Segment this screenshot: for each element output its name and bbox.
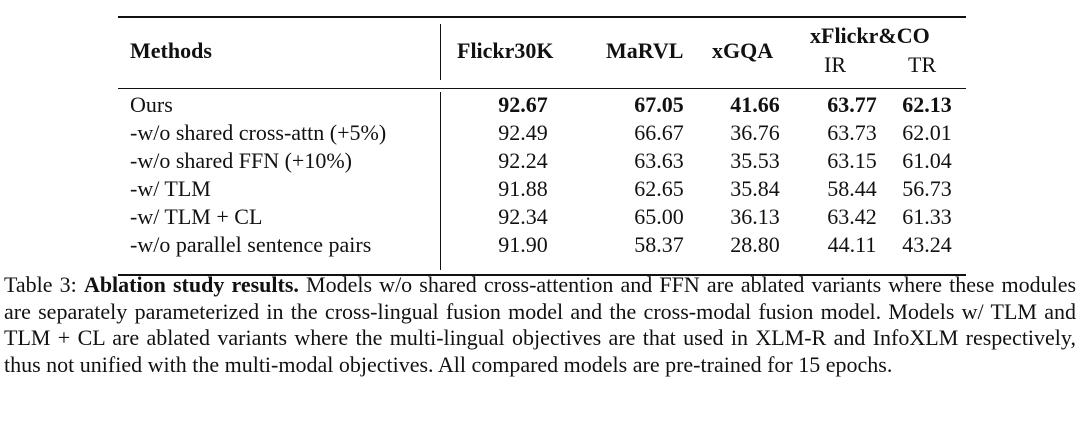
xgqa-cell: 28.80 — [730, 232, 780, 257]
xgqa-cell: 36.13 — [730, 204, 780, 229]
method-cell: -w/o parallel sentence pairs — [130, 232, 372, 257]
flickr30k-cell: 92.49 — [498, 120, 548, 145]
header-ir: IR — [824, 52, 846, 77]
marvl-cell: 63.63 — [634, 148, 684, 173]
header-vertical-divider — [440, 24, 441, 80]
ir-cell: 44.11 — [827, 232, 877, 257]
method-cell: -w/ TLM + CL — [130, 204, 263, 229]
method-cell: Ours — [130, 92, 173, 117]
caption-bold-title: Ablation study results. — [83, 272, 299, 297]
flickr30k-cell: 91.90 — [498, 232, 548, 257]
header-marvl: MaRVL — [606, 38, 684, 63]
header-xflickrco: xFlickr&CO — [810, 23, 930, 48]
table-caption: Table 3: Ablation study results. Models … — [4, 272, 1076, 378]
xgqa-cell: 35.84 — [730, 176, 780, 201]
marvl-cell: 67.05 — [634, 92, 684, 117]
marvl-cell: 65.00 — [634, 204, 684, 229]
table-row: -w/o parallel sentence pairs 91.90 58.37… — [118, 232, 966, 258]
xgqa-cell: 36.76 — [730, 120, 780, 145]
xgqa-cell: 41.66 — [730, 92, 780, 117]
method-cell: -w/o shared FFN (+10%) — [130, 148, 352, 173]
tr-cell: 56.73 — [902, 176, 952, 201]
marvl-cell: 58.37 — [634, 232, 684, 257]
ir-cell: 63.77 — [827, 92, 877, 117]
table-row: -w/o shared cross-attn (+5%) 92.49 66.67… — [118, 120, 966, 146]
table-row: -w/o shared FFN (+10%) 92.24 63.63 35.53… — [118, 148, 966, 174]
flickr30k-cell: 92.34 — [498, 204, 548, 229]
table-header-rule — [118, 88, 966, 89]
header-flickr30k: Flickr30K — [457, 38, 554, 63]
tr-cell: 62.01 — [902, 120, 952, 145]
method-cell: -w/o shared cross-attn (+5%) — [130, 120, 387, 145]
ir-cell: 58.44 — [827, 176, 877, 201]
tr-cell: 61.04 — [902, 148, 952, 173]
body-vertical-divider — [440, 92, 441, 270]
ir-cell: 63.15 — [827, 148, 877, 173]
tr-cell: 43.24 — [902, 232, 952, 257]
table-row: -w/ TLM + CL 92.34 65.00 36.13 63.42 61.… — [118, 204, 966, 230]
marvl-cell: 66.67 — [634, 120, 684, 145]
flickr30k-cell: 91.88 — [498, 176, 548, 201]
caption-text: Models w/o shared cross-attention and FF… — [4, 272, 1077, 377]
header-xgqa: xGQA — [712, 38, 774, 63]
tr-cell: 61.33 — [902, 204, 952, 229]
table-top-rule — [118, 16, 966, 18]
header-tr: TR — [908, 52, 937, 77]
ir-cell: 63.73 — [827, 120, 877, 145]
table-row: -w/ TLM 91.88 62.65 35.84 58.44 56.73 — [118, 176, 966, 202]
tr-cell: 62.13 — [902, 92, 952, 117]
flickr30k-cell: 92.67 — [498, 92, 548, 117]
table-row: Ours 92.67 67.05 41.66 63.77 62.13 — [118, 92, 966, 118]
caption-label: Table 3: — [4, 272, 77, 297]
method-cell: -w/ TLM — [130, 176, 211, 201]
table-bottom-rule — [118, 274, 966, 276]
header-methods: Methods — [130, 38, 212, 63]
ir-cell: 63.42 — [827, 204, 877, 229]
flickr30k-cell: 92.24 — [498, 148, 548, 173]
xgqa-cell: 35.53 — [730, 148, 780, 173]
marvl-cell: 62.65 — [634, 176, 684, 201]
